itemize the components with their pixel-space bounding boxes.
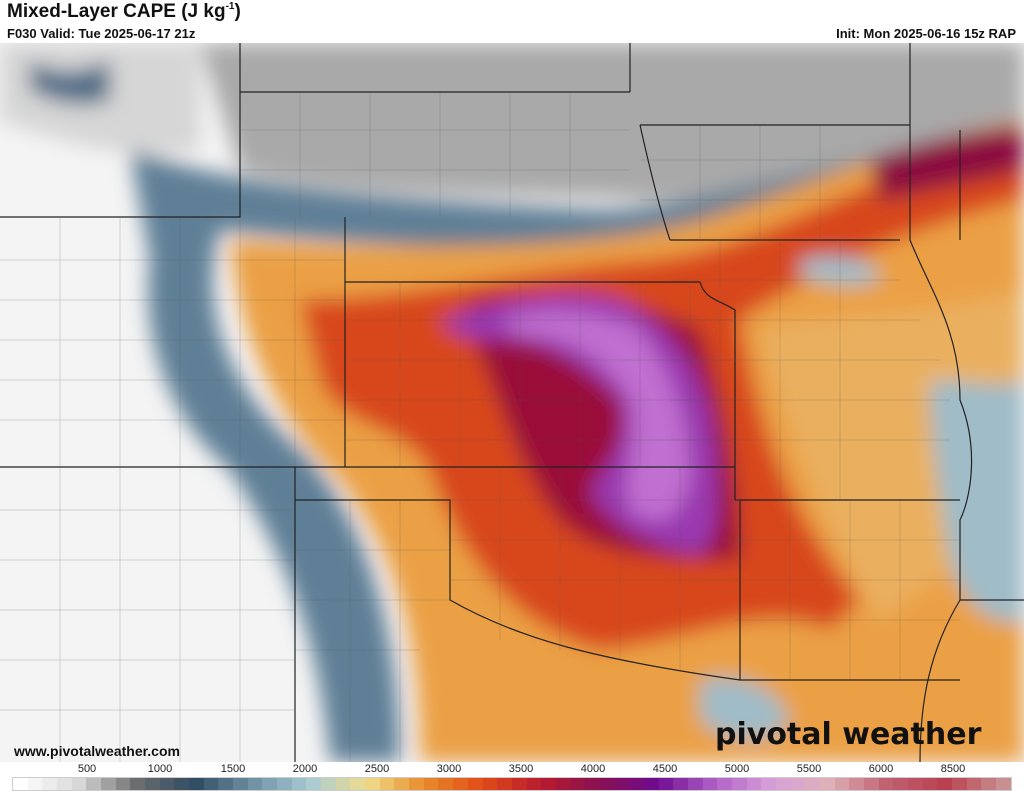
colorbar-swatch	[13, 778, 28, 790]
colorbar-swatch	[423, 778, 439, 790]
colorbar-swatch	[790, 778, 806, 790]
colorbar-swatch	[878, 778, 894, 790]
colorbar-swatch	[145, 778, 160, 790]
colorbar-tick: 1500	[220, 763, 246, 775]
cape-map	[0, 43, 1024, 762]
county-lines	[0, 92, 960, 762]
colorbar-swatch	[115, 778, 131, 790]
colorbar-swatch	[409, 778, 424, 790]
colorbar-swatch	[863, 778, 879, 790]
colorbar-tick: 6000	[868, 763, 894, 775]
colorbar-swatch	[482, 778, 498, 790]
colorbar-swatch	[775, 778, 791, 790]
colorbar: 500 1000 1500 2000 2500 3000 3500 4000 4…	[0, 762, 1024, 791]
colorbar-swatch	[130, 778, 146, 790]
colorbar-swatch	[71, 778, 87, 790]
colorbar-swatch	[952, 778, 967, 790]
valid-time: F030 Valid: Tue 2025-06-17 21z	[7, 26, 196, 41]
colorbar-swatch	[555, 778, 571, 790]
header: Mixed-Layer CAPE (J kg-1) F030 Valid: Tu…	[0, 0, 1024, 43]
init-time: Init: Mon 2025-06-16 15z RAP	[836, 26, 1016, 41]
colorbar-tick: 2500	[364, 763, 390, 775]
colorbar-swatch	[394, 778, 410, 790]
colorbar-swatch	[233, 778, 248, 790]
colorbar-swatch	[27, 778, 43, 790]
colorbar-swatch	[996, 778, 1011, 790]
colorbar-swatch	[541, 778, 556, 790]
map-title-exponent: -1	[225, 1, 235, 12]
colorbar-tick: 500	[77, 763, 97, 775]
colorbar-swatch	[907, 778, 923, 790]
colorbar-tick: 8500	[940, 763, 966, 775]
colorbar-swatch	[277, 778, 292, 790]
colorbar-swatch	[174, 778, 190, 790]
website-url: www.pivotalweather.com	[14, 743, 180, 759]
cape-field	[0, 43, 1024, 762]
colorbar-tick: 2000	[292, 763, 318, 775]
colorbar-swatch	[893, 778, 908, 790]
colorbar-swatch	[306, 778, 322, 790]
colorbar-swatch	[497, 778, 512, 790]
colorbar-swatch	[673, 778, 688, 790]
pivotal-weather-logo: pivotal weather	[715, 717, 982, 752]
colorbar-tick: 4000	[580, 763, 606, 775]
colorbar-ticks: 500 1000 1500 2000 2500 3000 3500 4000 4…	[0, 762, 1024, 776]
colorbar-swatch	[717, 778, 732, 790]
colorbar-swatch	[101, 778, 116, 790]
colorbar-swatch	[761, 778, 776, 790]
colorbar-swatch	[922, 778, 938, 790]
colorbar-swatch	[966, 778, 982, 790]
colorbar-swatch	[42, 778, 58, 790]
colorbar-tick: 5500	[796, 763, 822, 775]
colorbar-swatch	[247, 778, 263, 790]
colorbar-swatch	[438, 778, 454, 790]
colorbar-swatch	[57, 778, 72, 790]
colorbar-tick: 3500	[508, 763, 534, 775]
colorbar-swatch	[203, 778, 219, 790]
colorbar-swatch	[467, 778, 483, 790]
colorbar-tick: 5000	[724, 763, 750, 775]
colorbar-tick: 3000	[436, 763, 462, 775]
colorbar-tick: 1000	[147, 763, 173, 775]
colorbar-swatch	[262, 778, 278, 790]
colorbar-tick: 4500	[652, 763, 678, 775]
colorbar-swatch	[585, 778, 600, 790]
colorbar-swatch	[614, 778, 630, 790]
colorbar-swatch	[687, 778, 703, 790]
colorbar-swatch	[511, 778, 527, 790]
colorbar-swatch	[291, 778, 307, 790]
colorbar-swatch	[189, 778, 204, 790]
colorbar-swatch	[159, 778, 175, 790]
colorbar-swatch	[86, 778, 102, 790]
colorbar-swatch	[629, 778, 644, 790]
colorbar-swatch	[570, 778, 586, 790]
colorbar-swatch	[834, 778, 850, 790]
colorbar-swatch	[819, 778, 835, 790]
colorbar-swatch	[335, 778, 351, 790]
colorbar-swatch	[350, 778, 366, 790]
colorbar-swatch	[658, 778, 674, 790]
colorbar-swatch	[981, 778, 997, 790]
colorbar-swatch	[321, 778, 336, 790]
colorbar-swatch	[526, 778, 542, 790]
map-title-text: Mixed-Layer CAPE (J kg	[7, 1, 226, 22]
colorbar-swatch	[746, 778, 762, 790]
colorbar-swatch	[365, 778, 380, 790]
colorbar-swatch	[731, 778, 747, 790]
colorbar-swatch	[453, 778, 468, 790]
colorbar-swatch	[379, 778, 395, 790]
map-title-close: )	[234, 1, 241, 22]
colorbar-swatches	[12, 777, 1012, 791]
colorbar-swatch	[218, 778, 234, 790]
colorbar-swatch	[599, 778, 615, 790]
map-title: Mixed-Layer CAPE (J kg-1)	[7, 1, 241, 23]
colorbar-swatch	[702, 778, 718, 790]
colorbar-swatch	[643, 778, 659, 790]
colorbar-swatch	[805, 778, 820, 790]
colorbar-swatch	[849, 778, 864, 790]
colorbar-swatch	[937, 778, 952, 790]
